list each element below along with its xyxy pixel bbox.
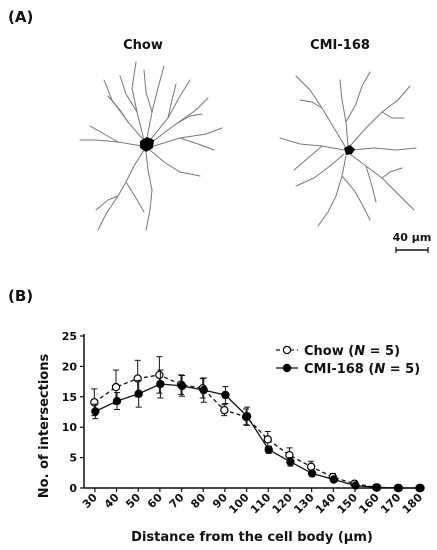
y-tick-label: 0 <box>69 482 77 495</box>
data-point <box>286 457 295 467</box>
data-point <box>111 382 121 392</box>
series-layer <box>90 356 425 493</box>
x-tick-label: 120 <box>270 491 296 517</box>
series-line-cmi168 <box>95 383 421 489</box>
legend-marker <box>282 363 292 373</box>
x-tick-label: 60 <box>145 491 165 511</box>
x-tick-label: 180 <box>400 491 426 517</box>
y-tick-labels: 0 5 10 15 20 25 <box>62 330 84 495</box>
x-tick-label: 30 <box>80 491 100 511</box>
x-tick-label: 50 <box>123 491 143 511</box>
data-point <box>264 445 273 454</box>
data-point <box>329 475 338 484</box>
x-tick-label: 100 <box>226 491 252 517</box>
legend-label: CMI-168 (N = 5) <box>304 362 420 377</box>
data-point <box>134 389 143 398</box>
chart-axes <box>83 334 420 489</box>
x-tick-label: 140 <box>313 491 339 517</box>
y-tick-label: 15 <box>62 391 77 404</box>
data-point <box>306 462 316 471</box>
y-tick-label: 5 <box>69 452 77 465</box>
data-point <box>263 435 272 444</box>
x-tick-labels: 30 40 50 60 70 80 9010011012013014015016017018… <box>80 488 425 516</box>
data-point <box>177 381 187 391</box>
scale-bar-label: 40 μm <box>393 231 432 244</box>
x-tick-label: 40 <box>102 491 122 511</box>
data-point <box>307 469 317 478</box>
x-tick-label: 80 <box>188 491 208 511</box>
data-point <box>394 483 404 493</box>
data-point <box>91 407 100 416</box>
data-point <box>90 398 99 407</box>
neuron-tracings: 40 μm <box>79 61 432 253</box>
cmi168-neuron-title: CMI-168 <box>310 38 370 53</box>
data-point <box>416 483 425 493</box>
data-point <box>372 483 382 492</box>
y-tick-label: 20 <box>62 360 78 373</box>
data-point <box>199 385 208 395</box>
series-cmi168 <box>91 369 425 493</box>
data-point <box>133 374 142 383</box>
x-axis-title: Distance from the cell body (μm) <box>131 530 373 545</box>
x-tick-label: 150 <box>335 491 361 517</box>
data-point <box>220 405 229 415</box>
data-point <box>112 396 122 406</box>
chow-neuron-title: Chow <box>123 38 163 53</box>
y-tick-label: 25 <box>62 330 77 343</box>
x-tick-label: 160 <box>356 491 382 517</box>
legend-marker <box>282 345 292 355</box>
legend: Chow (N = 5) CMI-168 (N = 5) <box>276 344 420 377</box>
legend-label: Chow (N = 5) <box>304 344 400 359</box>
data-point <box>156 379 165 389</box>
panel-a-label: (A) <box>8 8 34 26</box>
y-axis-title: No. of intersections <box>37 354 52 499</box>
chow-soma <box>140 137 154 152</box>
cmi168-neuron-tracing <box>279 71 417 227</box>
panel-b-label: (B) <box>8 287 34 305</box>
data-point <box>242 412 252 421</box>
legend-item: CMI-168 (N = 5) <box>276 362 420 377</box>
chow-neuron-tracing <box>79 61 223 231</box>
x-tick-label: 130 <box>291 491 317 517</box>
x-tick-label: 170 <box>378 491 404 517</box>
y-tick-label: 10 <box>62 421 78 434</box>
data-point <box>221 390 230 400</box>
data-point <box>155 370 164 380</box>
x-tick-label: 70 <box>167 491 187 511</box>
data-point <box>351 481 360 490</box>
cmi168-soma <box>344 145 355 155</box>
sholl-chart: No. of intersections Distance from the c… <box>37 330 425 545</box>
series-line-chow <box>93 374 420 489</box>
legend-item: Chow (N = 5) <box>276 344 400 359</box>
x-tick-label: 110 <box>248 491 274 517</box>
